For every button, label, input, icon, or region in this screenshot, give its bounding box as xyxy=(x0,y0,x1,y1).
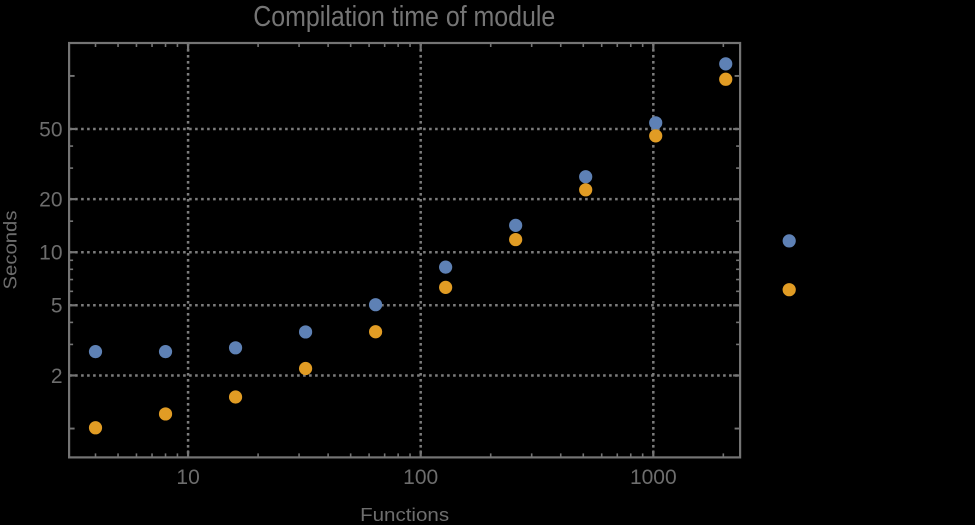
data-point-blue-4 xyxy=(88,345,103,359)
data-point-blue-1024 xyxy=(649,116,663,130)
data-point-blue-512 xyxy=(579,170,593,184)
plot-frame xyxy=(67,41,742,459)
chart-title: Compilation time of module xyxy=(253,1,555,33)
y-tick-label-5: 5 xyxy=(51,295,63,318)
gridlines xyxy=(69,43,741,458)
data-point-blue-16 xyxy=(228,341,243,355)
x-tick-label-100: 100 xyxy=(403,466,438,489)
data-point-blue-64 xyxy=(369,298,383,312)
tick-marks xyxy=(69,43,741,458)
data-point-orange-8 xyxy=(158,407,173,421)
y-tick-label-20: 20 xyxy=(39,188,62,211)
data-point-orange-1024 xyxy=(649,129,663,143)
data-point-blue-256 xyxy=(509,218,523,232)
tick-labels: 10 100 1000 2 5 10 20 50 xyxy=(39,118,677,489)
x-tick-label-1000: 1000 xyxy=(630,466,677,489)
y-tick-label-50: 50 xyxy=(39,118,62,141)
data-point-orange-16 xyxy=(228,390,243,404)
data-point-orange-512 xyxy=(579,183,593,197)
data-point-orange-256 xyxy=(509,232,523,247)
data-point-orange-4 xyxy=(88,421,103,435)
y-tick-label-10: 10 xyxy=(39,242,62,265)
legend-marker-blue xyxy=(782,234,796,248)
data-point-orange-64 xyxy=(369,325,383,339)
data-point-blue-32 xyxy=(298,325,313,339)
y-axis-label: Seconds xyxy=(0,211,21,290)
data-point-orange-128 xyxy=(439,280,453,294)
data-point-blue-8 xyxy=(158,345,173,359)
data-point-orange-2048 xyxy=(719,72,733,86)
legend-marker-orange xyxy=(782,283,796,297)
x-tick-label-10: 10 xyxy=(176,466,199,489)
data-point-blue-2048 xyxy=(719,57,733,71)
legend xyxy=(782,234,796,297)
data-points xyxy=(88,57,733,435)
y-tick-label-2: 2 xyxy=(51,365,63,388)
data-point-blue-128 xyxy=(439,260,453,274)
x-axis-label: Functions xyxy=(360,504,449,525)
data-point-orange-32 xyxy=(298,361,313,376)
